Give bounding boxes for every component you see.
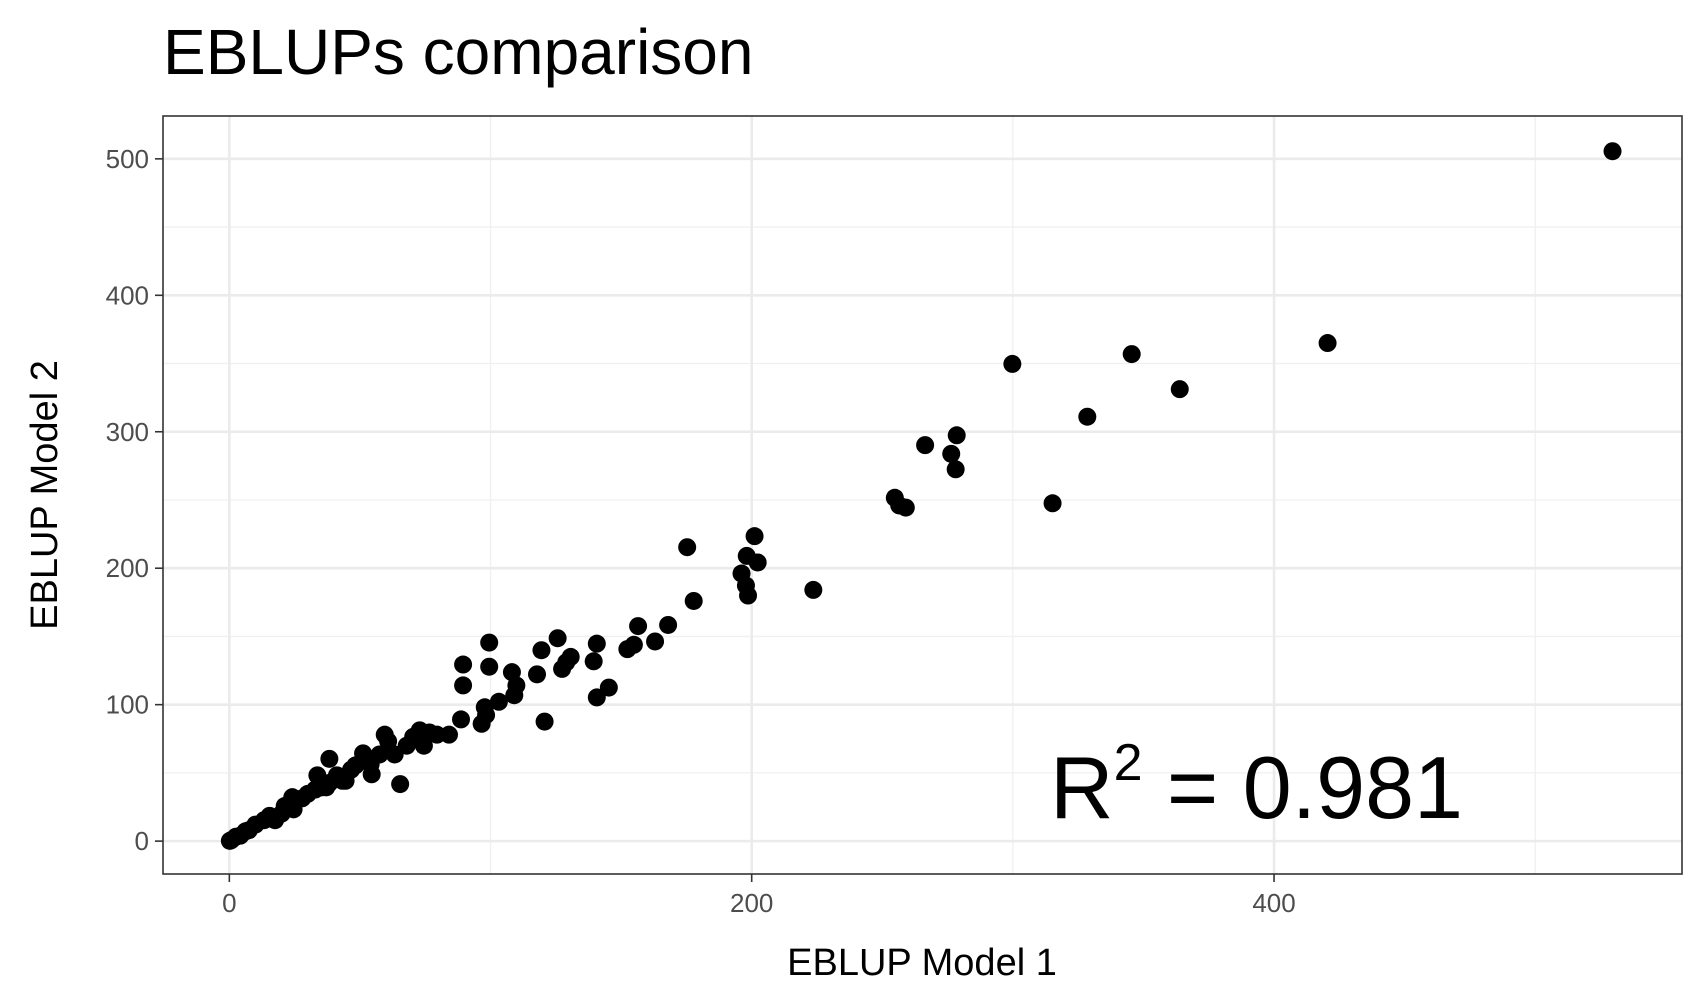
- point: [947, 426, 966, 445]
- point: [362, 765, 381, 784]
- point: [454, 676, 473, 695]
- point: [528, 665, 547, 684]
- point: [659, 615, 678, 634]
- point: [587, 688, 606, 707]
- point: [480, 633, 499, 652]
- annotation-rest: = 0.981: [1142, 738, 1463, 837]
- point: [452, 710, 471, 729]
- point: [505, 686, 524, 705]
- point: [379, 732, 398, 751]
- point: [1078, 407, 1097, 426]
- annotation: R2 = 0.981: [1050, 734, 1463, 837]
- point: [629, 617, 648, 636]
- point: [548, 629, 567, 648]
- x-axis-title: EBLUP Model 1: [787, 942, 1057, 984]
- y-axis-title: EBLUP Model 2: [24, 360, 66, 630]
- point: [946, 460, 965, 479]
- point: [646, 632, 665, 651]
- point: [1603, 142, 1622, 161]
- panel-border: [162, 115, 1683, 875]
- point: [414, 736, 433, 755]
- point: [391, 775, 410, 794]
- y-tick-label: 100: [106, 690, 149, 720]
- point: [1170, 380, 1189, 399]
- point: [684, 591, 703, 610]
- point: [896, 498, 915, 517]
- point: [532, 641, 551, 660]
- y-tick-label: 500: [106, 144, 149, 174]
- point: [489, 692, 508, 711]
- point: [745, 527, 764, 546]
- x-tick-label: 200: [730, 888, 773, 918]
- grid: [163, 116, 1682, 874]
- point: [472, 714, 491, 733]
- y-tick-label: 200: [106, 553, 149, 583]
- point: [275, 797, 294, 816]
- x-tick-label: 0: [222, 888, 236, 918]
- point: [226, 827, 245, 846]
- points: [220, 142, 1622, 850]
- point: [804, 580, 823, 599]
- y-tick-label: 400: [106, 280, 149, 310]
- point: [1318, 334, 1337, 353]
- point: [916, 436, 935, 455]
- point: [293, 789, 312, 808]
- annotation-base: R: [1050, 738, 1114, 837]
- annotation-superscript: 2: [1114, 734, 1143, 792]
- x-tick-label: 400: [1252, 888, 1295, 918]
- point: [748, 553, 767, 572]
- point: [333, 771, 352, 790]
- y-tick-label: 300: [106, 417, 149, 447]
- point: [618, 640, 637, 659]
- point: [942, 444, 961, 463]
- point: [346, 756, 365, 775]
- point: [599, 678, 618, 697]
- point: [535, 712, 554, 731]
- point: [1122, 345, 1141, 364]
- point: [678, 538, 697, 557]
- point: [739, 586, 758, 605]
- point: [454, 655, 473, 674]
- point: [1043, 494, 1062, 513]
- point: [266, 811, 285, 830]
- point: [317, 778, 336, 797]
- point: [584, 652, 603, 671]
- point: [480, 657, 499, 676]
- point: [320, 749, 339, 768]
- point: [553, 659, 572, 678]
- y-tick-label: 0: [135, 826, 149, 856]
- point: [1003, 354, 1022, 373]
- chart-title: EBLUPs comparison: [163, 16, 753, 88]
- point: [587, 634, 606, 653]
